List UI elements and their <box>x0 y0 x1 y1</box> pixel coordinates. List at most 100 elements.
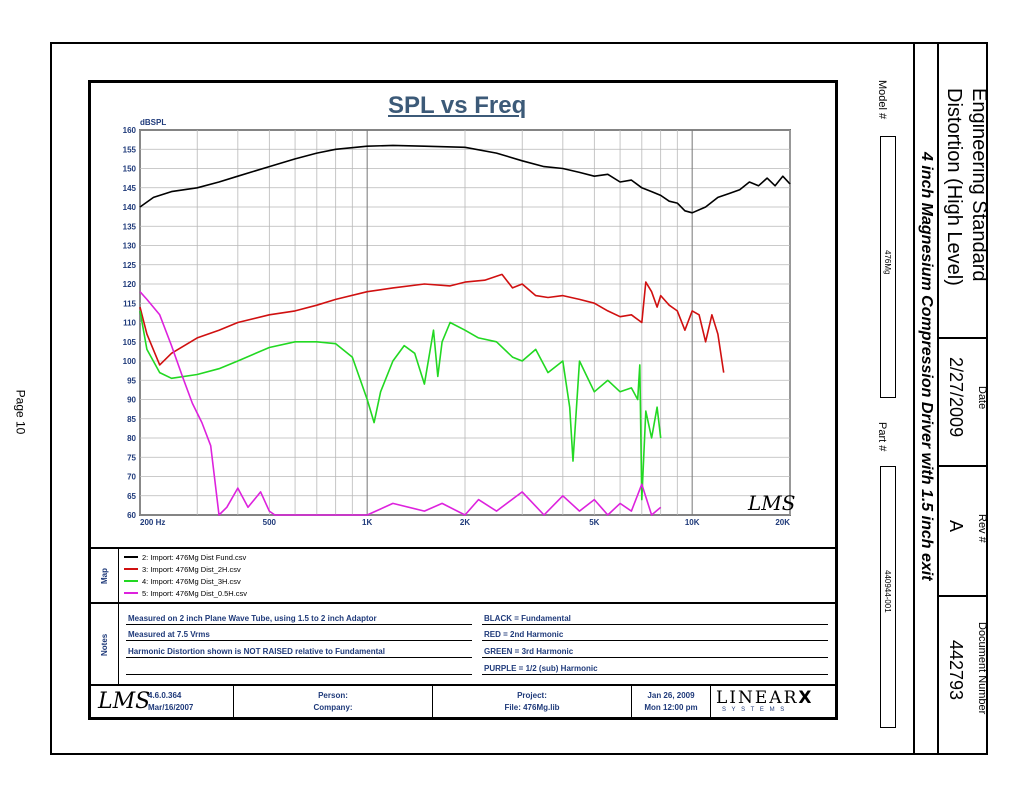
spl-chart: 60 65 70 75 80 85 90 95 100 105 110 115 120 125 130 135… <box>123 118 796 527</box>
note-rule <box>126 657 472 658</box>
y-tick-label: 95 <box>127 376 136 385</box>
x-tick-label: 500 <box>263 518 277 527</box>
y-tick-label: 75 <box>127 453 136 462</box>
y-tick-label: 130 <box>123 242 137 251</box>
doc-title-line1: Engineering Standard <box>968 88 990 282</box>
legend-item-3h: 4: Import: 476Mg Dist_3H.csv <box>124 575 247 587</box>
notes-top-divider <box>88 602 838 604</box>
map-label: Map <box>100 568 109 584</box>
title-block-divider <box>937 43 939 754</box>
project-label: Project: <box>517 691 547 700</box>
footer-divider <box>710 686 711 718</box>
x-tick-label: 1K <box>362 518 372 527</box>
note-right-2: RED = 2nd Harmonic <box>484 630 564 639</box>
part-value: 440944-001 <box>883 570 892 613</box>
lms-logo: LMS <box>98 689 151 714</box>
model-field <box>880 136 896 398</box>
rev-value: A <box>946 520 966 533</box>
y-tick-label: 60 <box>127 511 136 520</box>
date-value: 2/27/2009 <box>946 357 966 438</box>
legend-text: 4: Import: 476Mg Dist_3H.csv <box>142 576 241 586</box>
map-top-divider <box>88 547 838 549</box>
note-rule <box>482 674 828 675</box>
note-rule <box>126 624 472 625</box>
doc-subtitle: 4 inch Magnesium Compression Driver with… <box>918 152 935 581</box>
company-label: Company: <box>313 703 353 712</box>
note-left-2: Measured at 7.5 Vrms <box>128 630 210 639</box>
legend-text: 3: Import: 476Mg Dist_2H.csv <box>142 564 241 574</box>
y-tick-label: 145 <box>123 184 137 193</box>
lms-watermark: LMS <box>747 491 795 515</box>
y-tick-label: 135 <box>123 222 137 231</box>
legend-swatch <box>124 580 138 582</box>
project-file: File: 476Mg.lib <box>504 703 560 712</box>
title-block-divider <box>913 43 915 754</box>
model-label: Model # <box>876 80 888 120</box>
y-tick-label: 160 <box>123 126 137 135</box>
note-right-3: GREEN = 3rd Harmonic <box>484 647 574 656</box>
legend-item-fund: 2: Import: 476Mg Dist Fund.csv <box>124 551 247 563</box>
y-tick-label: 110 <box>123 319 136 328</box>
series-line-4 <box>139 291 662 516</box>
chart-frame <box>88 80 838 720</box>
map-legend: 2: Import: 476Mg Dist Fund.csv 3: Import… <box>124 551 247 599</box>
software-date: Mar/16/2007 <box>148 703 194 712</box>
y-tick-label: 100 <box>123 357 137 366</box>
part-field <box>880 466 896 728</box>
note-rule <box>126 674 472 675</box>
note-rule <box>482 640 828 641</box>
page-number: Page 10 <box>13 389 28 435</box>
legend-swatch <box>124 592 138 594</box>
document-frame <box>50 42 988 755</box>
title-block-divider <box>939 595 987 597</box>
title-block-divider <box>939 465 987 467</box>
person-label: Person: <box>318 691 348 700</box>
footer-divider <box>233 686 234 718</box>
notes-label-divider <box>118 602 119 684</box>
note-left-1: Measured on 2 inch Plane Wave Tube, usin… <box>128 614 377 623</box>
linearx-systems: S Y S T E M S <box>722 707 787 713</box>
y-axis-label: dBSPL <box>140 118 166 127</box>
note-right-4: PURPLE = 1/2 (sub) Harmonic <box>484 664 598 673</box>
doc-number-label: Document Number <box>976 622 988 715</box>
series-line-3 <box>139 310 662 501</box>
y-tick-label: 90 <box>127 396 136 405</box>
x-tick-label: 10K <box>685 518 700 527</box>
chart-series <box>139 144 791 516</box>
x-tick-label: 200 Hz <box>140 518 165 527</box>
note-left-3: Harmonic Distortion shown is NOT RAISED … <box>128 647 385 656</box>
x-tick-label: 20K <box>775 518 790 527</box>
y-tick-label: 140 <box>123 203 137 212</box>
chart-title: SPL vs Freq <box>388 92 527 119</box>
part-label: Part # <box>876 422 888 452</box>
footer-divider <box>432 686 433 718</box>
linearx-logo-main: LINEAR <box>716 688 799 708</box>
note-rule <box>482 657 828 658</box>
x-tick-label: 5K <box>589 518 599 527</box>
y-tick-label: 150 <box>123 165 137 174</box>
y-tick-label: 70 <box>127 473 136 482</box>
x-tick-labels: 200 Hz 500 1K 2K 5K 10K 20K <box>140 518 790 527</box>
y-tick-label: 155 <box>123 145 137 154</box>
footer-time: Mon 12:00 pm <box>644 703 698 712</box>
legend-swatch <box>124 568 138 570</box>
model-value: 476Mg <box>883 250 892 275</box>
y-tick-label: 80 <box>127 434 136 443</box>
rev-label: Rev # <box>976 514 988 543</box>
software-version: 4.6.0.364 <box>148 691 182 700</box>
y-tick-label: 85 <box>127 415 136 424</box>
legend-swatch <box>124 556 138 558</box>
y-tick-labels: 60 65 70 75 80 85 90 95 100 105 110 115 120 125 130 135… <box>123 126 137 520</box>
doc-title-line2: Distortion (High Level) <box>943 88 965 286</box>
series-line-1 <box>139 144 791 214</box>
y-tick-label: 65 <box>127 492 136 501</box>
date-label: Date <box>976 386 988 410</box>
x-tick-label: 2K <box>460 518 470 527</box>
note-rule <box>126 640 472 641</box>
doc-number-value: 442793 <box>946 640 966 701</box>
y-tick-label: 120 <box>123 280 137 289</box>
legend-item-2h: 3: Import: 476Mg Dist_2H.csv <box>124 563 247 575</box>
y-tick-label: 115 <box>123 299 136 308</box>
footer-top-divider <box>88 684 838 686</box>
notes-label: Notes <box>100 633 109 656</box>
